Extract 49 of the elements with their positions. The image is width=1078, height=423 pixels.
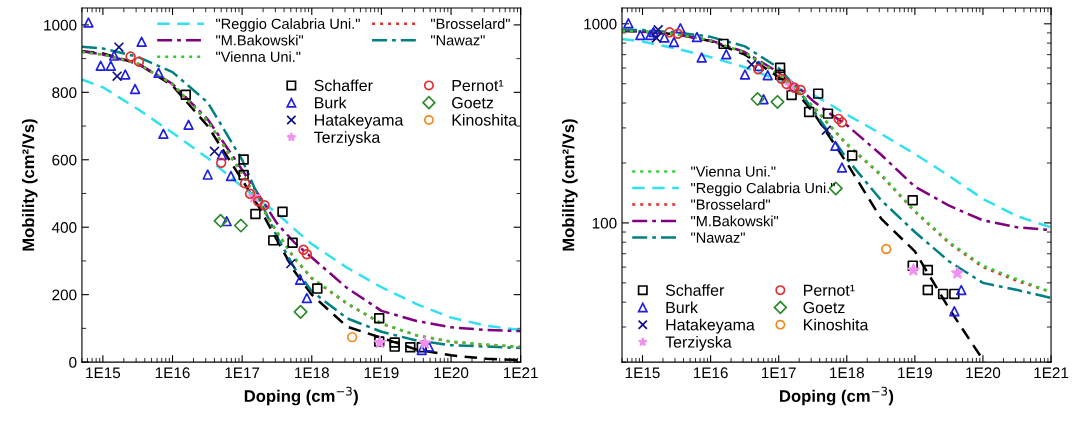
legend-label: Kinoshita	[804, 318, 869, 331]
legend-label: "Reggio Calabria Uni."	[216, 18, 360, 32]
legend-label: "Nawaz"	[691, 232, 745, 243]
legend-label: Terziyska	[314, 131, 381, 147]
y-tick-label: 100	[592, 217, 617, 229]
legend-label: Pernot¹	[804, 284, 855, 296]
legend-label: "M.Bakowski"	[691, 215, 779, 227]
x-tick-label: 1E20	[434, 367, 469, 379]
y-tick-label: 1000	[44, 19, 77, 31]
legend-label: "M.Bakowski"	[216, 34, 304, 46]
x-tick-label: 1E16	[693, 367, 728, 379]
x-tick-label: 1E20	[966, 367, 1001, 379]
x-tick-label: 1E15	[625, 367, 660, 379]
legend-label: Schaffer	[314, 79, 373, 92]
x-tick-label: 1E15	[86, 367, 121, 379]
legend-label: Terziyska	[665, 336, 732, 351]
y-axis-title: Mobility (cm²/Vs)	[562, 119, 578, 251]
legend-label: Burk	[315, 96, 347, 109]
legend-label: Pernot¹	[452, 79, 504, 92]
legend-label: "Vienna Uni."	[216, 51, 301, 62]
x-tick-label: 1E19	[364, 367, 399, 379]
x-tick-label: 1E19	[898, 367, 932, 379]
y-tick-label: 600	[52, 154, 77, 166]
x-tick-label: 1E17	[762, 367, 796, 379]
x-axis-title: Doping (cm$^{−3}$)	[244, 386, 358, 406]
x-tick-label: 1E18	[295, 367, 329, 379]
y-axis-title: Mobility (cm²/Vs)	[21, 119, 38, 251]
x-tick-label: 1E16	[155, 367, 190, 379]
y-tick-label: 200	[52, 289, 77, 301]
legend-label: "Vienna Uni."	[691, 166, 776, 177]
y-tick-label: 1000	[584, 18, 617, 30]
x-tick-label: 1E21	[1034, 367, 1069, 379]
x-tick-label: 1E18	[830, 367, 864, 379]
y-tick-label: 800	[52, 87, 77, 99]
y-tick-label: 0	[69, 356, 77, 368]
legend-label: Hatakeyama	[315, 113, 404, 129]
legend-label: Kinoshita	[452, 113, 517, 126]
legend-label: Burk	[666, 301, 698, 314]
legend-label: Goetz	[803, 301, 845, 314]
legend-label: "Nawaz"	[431, 35, 485, 46]
legend-label: "Brosselard"	[691, 199, 770, 210]
x-axis-title: Doping (cm$^{−3}$)	[780, 386, 894, 406]
legend-label: Schaffer	[665, 284, 725, 296]
x-tick-label: 1E17	[225, 367, 260, 379]
y-tick-label: 400	[51, 222, 77, 233]
legend-label: Hatakeyama	[666, 318, 755, 334]
legend-label: "Brosselard"	[431, 18, 510, 29]
legend-label: Goetz	[452, 97, 494, 109]
x-tick-label: 1E21	[504, 367, 538, 379]
